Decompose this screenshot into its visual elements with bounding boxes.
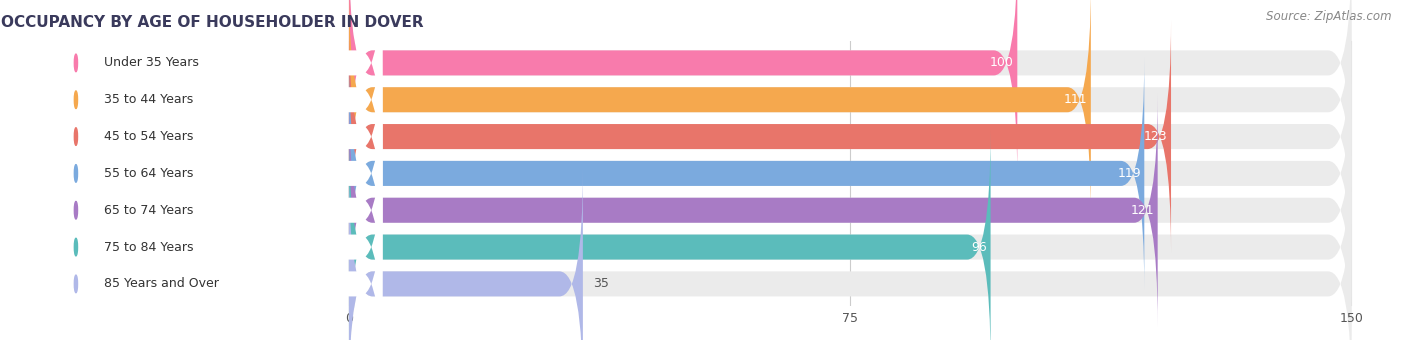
Text: 111: 111 [1064, 93, 1087, 106]
Circle shape [75, 54, 77, 72]
FancyBboxPatch shape [55, 0, 382, 216]
FancyBboxPatch shape [349, 20, 1171, 253]
Circle shape [75, 128, 77, 145]
FancyBboxPatch shape [55, 131, 382, 340]
FancyBboxPatch shape [55, 57, 382, 290]
Text: 35: 35 [593, 277, 609, 290]
FancyBboxPatch shape [349, 168, 1351, 340]
FancyBboxPatch shape [349, 0, 1351, 179]
FancyBboxPatch shape [349, 0, 1351, 216]
FancyBboxPatch shape [55, 168, 382, 340]
FancyBboxPatch shape [349, 0, 1018, 179]
Text: Source: ZipAtlas.com: Source: ZipAtlas.com [1267, 10, 1392, 23]
FancyBboxPatch shape [349, 0, 1091, 216]
FancyBboxPatch shape [349, 57, 1351, 290]
Text: 96: 96 [972, 241, 987, 254]
FancyBboxPatch shape [349, 131, 1351, 340]
Text: OCCUPANCY BY AGE OF HOUSEHOLDER IN DOVER: OCCUPANCY BY AGE OF HOUSEHOLDER IN DOVER [1, 15, 425, 30]
Circle shape [75, 202, 77, 219]
Text: 65 to 74 Years: 65 to 74 Years [104, 204, 193, 217]
Text: 75 to 84 Years: 75 to 84 Years [104, 241, 193, 254]
FancyBboxPatch shape [349, 94, 1157, 327]
Text: 100: 100 [990, 56, 1014, 69]
Text: 45 to 54 Years: 45 to 54 Years [104, 130, 193, 143]
Text: 123: 123 [1144, 130, 1168, 143]
FancyBboxPatch shape [349, 57, 1144, 290]
FancyBboxPatch shape [55, 94, 382, 327]
FancyBboxPatch shape [55, 0, 382, 179]
Text: 85 Years and Over: 85 Years and Over [104, 277, 218, 290]
FancyBboxPatch shape [349, 20, 1351, 253]
Text: 121: 121 [1130, 204, 1154, 217]
FancyBboxPatch shape [55, 20, 382, 253]
Circle shape [75, 165, 77, 182]
FancyBboxPatch shape [349, 94, 1351, 327]
Circle shape [75, 238, 77, 256]
Text: 119: 119 [1118, 167, 1140, 180]
Text: Under 35 Years: Under 35 Years [104, 56, 198, 69]
Circle shape [75, 91, 77, 108]
FancyBboxPatch shape [349, 131, 991, 340]
Circle shape [75, 275, 77, 293]
Text: 35 to 44 Years: 35 to 44 Years [104, 93, 193, 106]
FancyBboxPatch shape [349, 168, 583, 340]
Text: 55 to 64 Years: 55 to 64 Years [104, 167, 193, 180]
